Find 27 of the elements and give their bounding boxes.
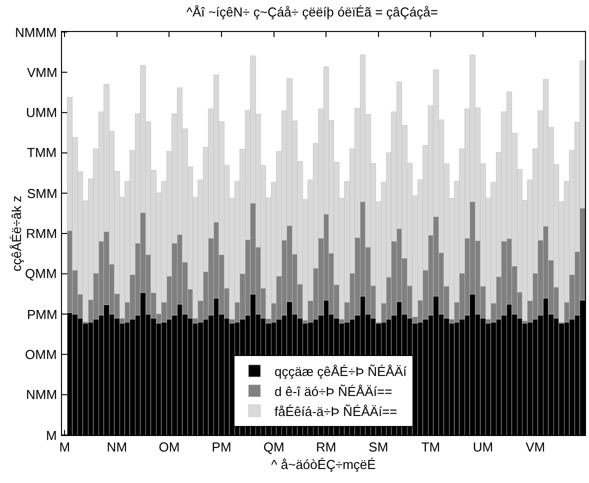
x-tick-label: M: [59, 440, 70, 455]
x-tick-label: PM: [212, 440, 232, 455]
text: NMMM: [15, 25, 57, 40]
text: SMM: [27, 186, 58, 201]
legend-label: fåÉêíá-ä÷Þ ÑÉÅÄí==: [274, 404, 398, 419]
x-tick-label: TM: [421, 440, 440, 455]
y-axis-title: cçêÅÉë÷âk z: [8, 196, 24, 272]
chart-title: ^Åî ~íçêN÷ ç~Çáå÷ çëëíþ óëïÉã = çâÇáçå=: [186, 4, 438, 20]
text: RMM: [26, 226, 58, 241]
x-axis-title: ^ å~äóòÉÇ÷mçëÉ: [271, 457, 376, 472]
text: TMM: [27, 145, 57, 160]
text: M: [46, 428, 57, 443]
x-tick-label: RM: [316, 440, 336, 455]
text: UMM: [26, 105, 58, 120]
x-tick-label: OM: [158, 440, 180, 455]
x-tick-label: NM: [106, 440, 128, 455]
legend-label: d ê-î äó÷Þ ÑÉÅÄí==: [274, 384, 392, 399]
x-tick-label: UM: [472, 440, 494, 455]
x-tick-label: VM: [526, 440, 546, 455]
text: OMM: [25, 347, 57, 362]
text: VMM: [27, 65, 58, 80]
text: QMM: [25, 266, 57, 281]
text: PMM: [27, 307, 58, 322]
text: NMM: [26, 387, 58, 402]
x-tick-label: QM: [263, 440, 284, 455]
legend-label: qççäæ çêÅÉ÷Þ ÑÉÅÄí: [274, 364, 408, 379]
x-tick-label: SM: [368, 440, 388, 455]
